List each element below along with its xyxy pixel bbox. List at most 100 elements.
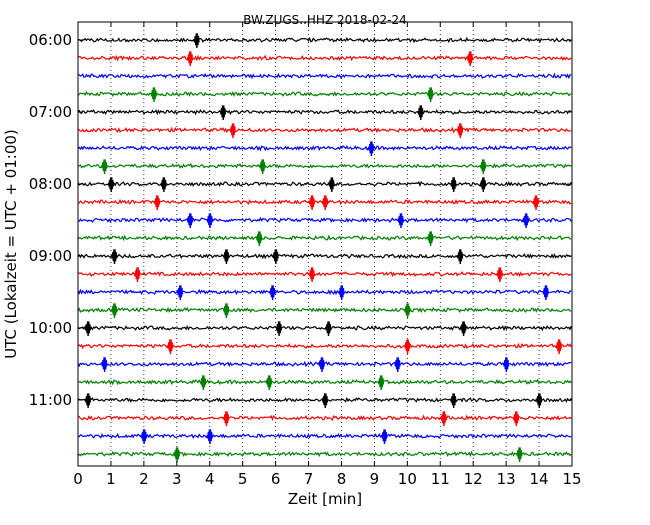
event-spike [466, 51, 474, 67]
trace-line [77, 126, 572, 134]
trace-line [77, 234, 572, 242]
event-spike [84, 321, 91, 337]
event-spike [512, 411, 520, 427]
x-tick-label: 12 [464, 470, 483, 488]
event-spike [84, 393, 91, 409]
trace-row [77, 72, 572, 80]
trace-row [77, 249, 572, 265]
event-spike [101, 159, 108, 175]
tick-layer: 0 1 2 3 4 5 6 7 8 9 10 11 12 13 14 1506:0007:0008:0009:… [29, 22, 582, 488]
trace-line [77, 450, 572, 458]
x-tick-label: 4 [205, 470, 215, 488]
event-spike [555, 339, 562, 355]
trace-row [77, 375, 572, 391]
event-spike [318, 357, 325, 373]
event-spike [338, 285, 345, 301]
trace-line [77, 342, 572, 350]
trace-row [77, 105, 572, 121]
event-spike [101, 357, 108, 373]
trace-line [77, 306, 572, 314]
event-spike [404, 339, 411, 355]
event-spike [496, 267, 503, 283]
event-spike [111, 303, 118, 319]
trace-row [77, 285, 572, 301]
x-tick-label: 9 [370, 470, 380, 488]
chart-title: BW.ZUGS..HHZ 2018-02-24 [243, 13, 406, 27]
trace-row [77, 141, 572, 157]
trace-row [77, 429, 572, 445]
event-spike [417, 105, 424, 121]
trace-row [77, 321, 572, 337]
event-spike [223, 249, 230, 265]
trace-line [77, 271, 572, 278]
event-spike [479, 159, 487, 175]
event-spike [535, 393, 543, 409]
y-tick-label: 11:00 [29, 391, 72, 409]
trace-line [77, 90, 572, 98]
event-spike [193, 33, 200, 49]
event-spike [150, 87, 157, 103]
y-tick-label: 09:00 [29, 247, 72, 265]
event-spike [229, 123, 236, 139]
event-spike [275, 321, 282, 337]
event-spike [176, 285, 184, 301]
x-tick-label: 14 [530, 470, 549, 488]
event-spike [186, 51, 194, 67]
event-spike [255, 231, 263, 247]
x-tick-label: 0 [73, 470, 83, 488]
event-spike [502, 357, 510, 373]
event-spike [206, 213, 213, 229]
trace-row [77, 447, 572, 463]
event-spike [160, 177, 167, 193]
trace-row [77, 123, 572, 139]
trace-line [77, 180, 572, 188]
event-spike [394, 357, 401, 373]
x-tick-label: 10 [398, 470, 417, 488]
y-tick-label: 08:00 [29, 175, 72, 193]
y-tick-label: 10:00 [29, 319, 72, 337]
event-spike [259, 159, 266, 175]
event-spike [140, 429, 147, 445]
x-tick-label: 13 [497, 470, 516, 488]
event-spike [206, 429, 213, 445]
trace-layer [77, 33, 572, 463]
trace-line [77, 216, 572, 224]
trace-row [77, 357, 572, 373]
event-spike [367, 141, 375, 157]
event-spike [223, 303, 230, 319]
event-spike [186, 213, 194, 229]
trace-line [77, 414, 572, 422]
event-spike [223, 411, 230, 427]
x-tick-label: 1 [106, 470, 116, 488]
event-spike [308, 195, 315, 211]
trace-row [77, 213, 572, 229]
event-spike [308, 267, 315, 283]
event-spike [272, 249, 279, 265]
trace-line [77, 432, 572, 439]
trace-line [77, 378, 572, 386]
x-tick-label: 8 [337, 470, 347, 488]
event-spike [167, 339, 174, 355]
trace-row [77, 339, 572, 355]
event-spike [328, 177, 335, 193]
event-spike [134, 267, 141, 283]
event-spike [460, 321, 467, 337]
event-spike [265, 375, 273, 391]
event-spike [427, 87, 434, 103]
event-spike [381, 429, 388, 445]
y-tick-label: 06:00 [29, 31, 72, 49]
event-spike [397, 213, 404, 229]
event-spike [111, 249, 118, 265]
event-spike [450, 393, 457, 409]
x-tick-label: 6 [271, 470, 281, 488]
x-tick-label: 15 [562, 470, 581, 488]
trace-line [77, 324, 572, 332]
trace-row [77, 87, 572, 103]
x-axis-label: Zeit [min] [288, 490, 362, 508]
x-tick-label: 3 [172, 470, 182, 488]
event-spike [107, 177, 115, 193]
event-spike [321, 393, 329, 409]
trace-line [77, 145, 572, 152]
